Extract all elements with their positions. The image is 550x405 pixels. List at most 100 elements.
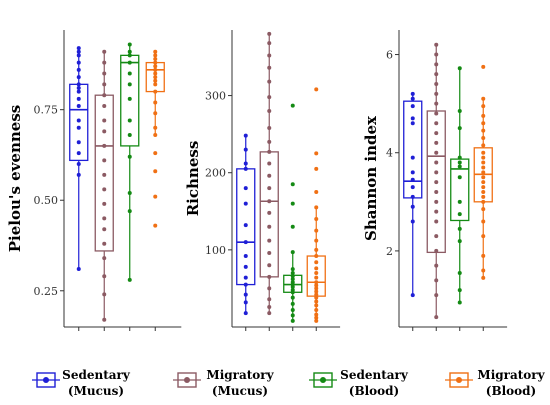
data-point — [314, 271, 319, 275]
data-point — [481, 190, 486, 194]
data-point — [314, 289, 319, 294]
data-point — [153, 111, 158, 116]
data-point — [481, 155, 486, 160]
box-migratory-blood — [306, 87, 326, 331]
data-point — [314, 308, 319, 313]
data-point — [314, 299, 319, 304]
data-point — [290, 277, 295, 282]
data-point — [481, 275, 486, 280]
data-point — [314, 247, 319, 252]
data-point — [102, 274, 107, 279]
data-point — [76, 96, 81, 101]
data-point — [102, 187, 107, 192]
data-point — [290, 271, 295, 275]
data-point — [434, 121, 439, 126]
data-point — [102, 82, 107, 87]
data-point — [267, 109, 272, 113]
data-point — [410, 91, 415, 96]
data-point — [267, 41, 272, 46]
data-point — [102, 93, 107, 98]
data-point — [481, 150, 486, 155]
data-point — [102, 129, 107, 134]
legend-key-point — [456, 377, 462, 383]
data-point — [267, 224, 272, 229]
y-axis-title: Pielou's evenness — [6, 105, 24, 252]
data-point — [481, 199, 486, 204]
data-point — [314, 312, 319, 317]
data-point — [153, 151, 158, 156]
data-point — [102, 256, 107, 261]
data-point — [457, 155, 462, 160]
data-point — [434, 315, 439, 320]
data-point — [314, 87, 319, 92]
data-point — [76, 125, 81, 130]
data-point — [290, 308, 295, 313]
data-point — [153, 71, 158, 76]
data-point — [243, 147, 248, 152]
data-point — [290, 284, 295, 289]
data-point — [434, 72, 439, 77]
legend-key-box — [449, 372, 469, 388]
data-point — [290, 290, 295, 295]
y-tick-label: 300 — [205, 90, 226, 103]
data-point — [481, 175, 486, 180]
box-sedentary-mucus — [69, 46, 89, 331]
data-point — [457, 175, 462, 180]
legend-label-line1: Sedentary — [340, 368, 409, 382]
data-point — [127, 53, 132, 58]
data-point — [434, 131, 439, 136]
data-point — [434, 170, 439, 175]
data-point — [102, 49, 107, 54]
data-point — [290, 250, 295, 255]
data-point — [481, 180, 486, 185]
data-point — [410, 194, 415, 199]
data-point — [434, 234, 439, 239]
data-point — [267, 238, 272, 243]
y-tick-label: 0.25 — [34, 285, 59, 298]
legend-key-box — [313, 372, 333, 388]
data-point — [290, 224, 295, 229]
data-point — [243, 292, 248, 297]
data-point — [102, 201, 107, 206]
data-point — [314, 254, 319, 259]
data-point — [153, 169, 158, 174]
data-point — [243, 166, 248, 171]
data-point — [267, 286, 272, 291]
data-point — [434, 248, 439, 253]
data-point — [153, 67, 158, 72]
data-point — [457, 271, 462, 275]
data-point — [290, 201, 295, 206]
data-point — [457, 199, 462, 204]
data-point — [127, 133, 132, 138]
data-point — [314, 260, 319, 265]
data-point — [434, 140, 439, 145]
data-point — [314, 228, 319, 233]
data-point — [434, 150, 439, 155]
data-point — [267, 65, 272, 70]
data-point — [481, 64, 486, 69]
data-point — [290, 313, 295, 318]
data-point — [410, 155, 415, 160]
data-point — [457, 160, 462, 165]
data-point — [314, 303, 319, 308]
box-sedentary-mucus — [236, 133, 256, 331]
data-point — [153, 60, 158, 65]
data-point — [481, 219, 486, 224]
data-point — [457, 300, 462, 305]
data-point — [243, 264, 248, 269]
data-point — [153, 223, 158, 228]
data-point — [481, 165, 486, 170]
data-point — [76, 85, 81, 90]
data-point — [314, 275, 319, 280]
data-point — [76, 162, 81, 167]
data-point — [481, 194, 486, 199]
panel-pielou-s-evenness: 0.25 0.50 0.75 Pielou's evenness — [6, 30, 182, 331]
data-point — [290, 103, 295, 108]
data-point — [410, 104, 415, 109]
data-point — [434, 111, 439, 116]
data-point — [290, 318, 295, 323]
data-point — [434, 101, 439, 106]
data-point — [76, 140, 81, 145]
data-point — [457, 66, 462, 71]
data-point — [243, 311, 248, 316]
